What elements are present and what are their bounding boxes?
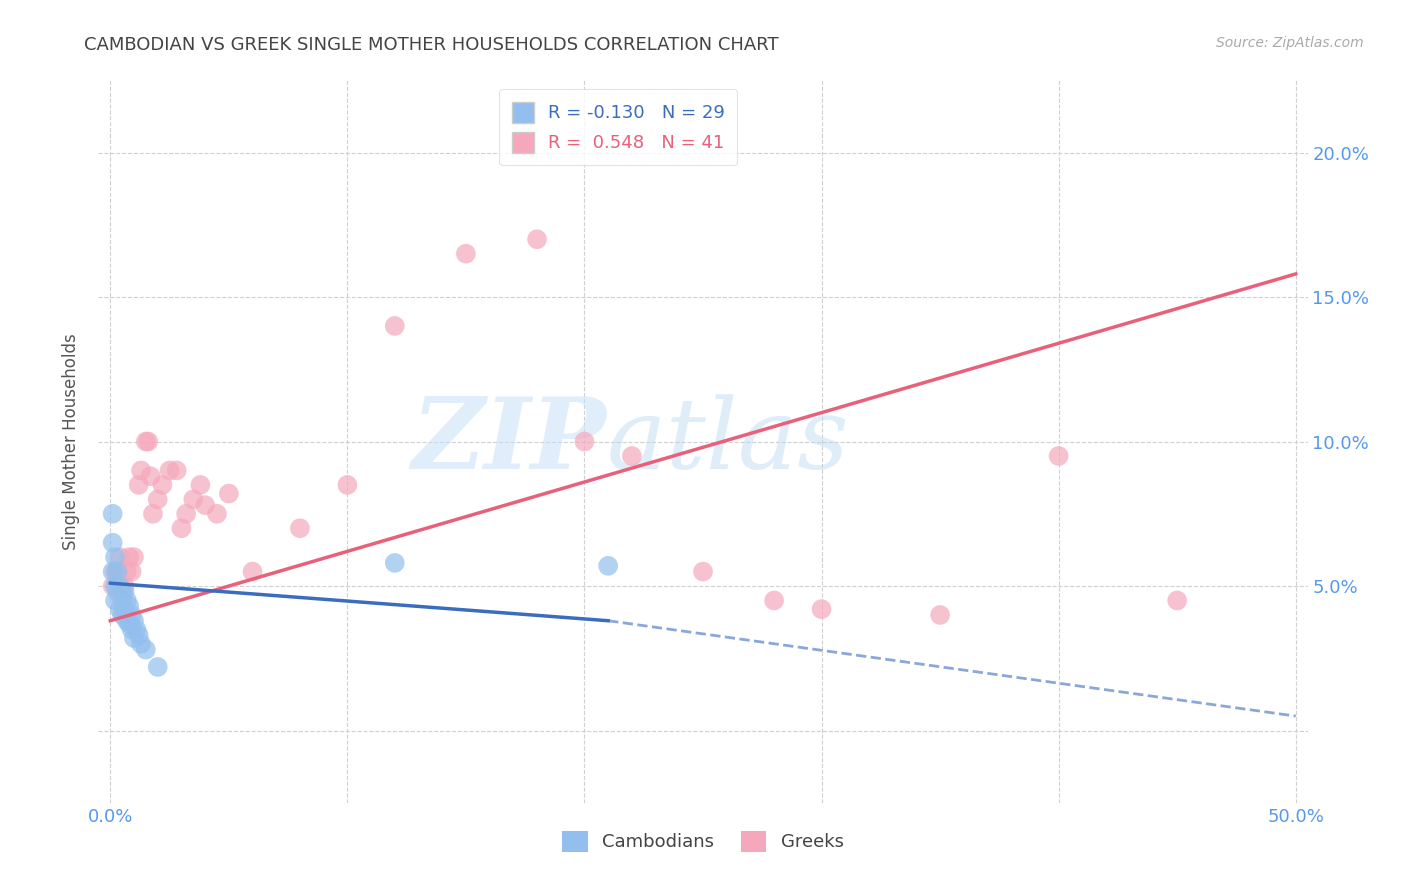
- Point: [128, 478, 150, 492]
- Point: [159, 463, 181, 477]
- Point: [118, 616, 141, 631]
- Point: [336, 478, 359, 492]
- Point: [1047, 449, 1070, 463]
- Point: [104, 565, 127, 579]
- Point: [122, 631, 145, 645]
- Point: [139, 469, 162, 483]
- Text: ZIP: ZIP: [412, 393, 606, 490]
- Point: [288, 521, 311, 535]
- Point: [108, 579, 131, 593]
- Point: [384, 556, 406, 570]
- Point: [170, 521, 193, 535]
- Text: CAMBODIAN VS GREEK SINGLE MOTHER HOUSEHOLDS CORRELATION CHART: CAMBODIAN VS GREEK SINGLE MOTHER HOUSEHO…: [84, 36, 779, 54]
- Point: [104, 579, 127, 593]
- Point: [115, 565, 138, 579]
- Point: [115, 593, 138, 607]
- Point: [105, 584, 128, 599]
- Point: [194, 498, 217, 512]
- Point: [101, 565, 124, 579]
- Text: atlas: atlas: [606, 394, 849, 489]
- Point: [218, 486, 240, 500]
- Text: Source: ZipAtlas.com: Source: ZipAtlas.com: [1216, 36, 1364, 50]
- Point: [526, 232, 548, 246]
- Point: [146, 492, 169, 507]
- Point: [105, 565, 128, 579]
- Point: [118, 599, 141, 614]
- Point: [101, 579, 124, 593]
- Point: [142, 507, 165, 521]
- Point: [763, 593, 786, 607]
- Point: [135, 642, 157, 657]
- Point: [101, 535, 124, 549]
- Point: [242, 565, 264, 579]
- Point: [692, 565, 714, 579]
- Point: [174, 507, 197, 521]
- Point: [128, 628, 150, 642]
- Point: [114, 579, 136, 593]
- Point: [121, 623, 143, 637]
- Y-axis label: Single Mother Households: Single Mother Households: [62, 334, 80, 549]
- Point: [384, 318, 406, 333]
- Legend: Cambodians, Greeks: Cambodians, Greeks: [555, 823, 851, 859]
- Point: [152, 478, 174, 492]
- Point: [129, 637, 152, 651]
- Point: [146, 660, 169, 674]
- Point: [114, 602, 136, 616]
- Point: [121, 607, 143, 622]
- Point: [929, 607, 952, 622]
- Point: [114, 584, 136, 599]
- Point: [129, 463, 152, 477]
- Point: [166, 463, 188, 477]
- Point: [104, 550, 127, 565]
- Point: [104, 593, 127, 607]
- Point: [205, 507, 228, 521]
- Point: [620, 449, 643, 463]
- Point: [121, 565, 143, 579]
- Point: [101, 507, 124, 521]
- Point: [111, 607, 134, 622]
- Point: [1166, 593, 1188, 607]
- Point: [574, 434, 596, 449]
- Point: [181, 492, 204, 507]
- Point: [190, 478, 212, 492]
- Point: [454, 246, 477, 260]
- Point: [122, 550, 145, 565]
- Point: [111, 584, 134, 599]
- Point: [598, 558, 620, 573]
- Point: [108, 602, 131, 616]
- Point: [122, 614, 145, 628]
- Point: [136, 434, 159, 449]
- Point: [135, 434, 157, 449]
- Point: [105, 565, 128, 579]
- Point: [111, 593, 134, 607]
- Point: [115, 614, 138, 628]
- Point: [108, 550, 131, 565]
- Point: [125, 623, 148, 637]
- Point: [810, 602, 832, 616]
- Point: [118, 550, 141, 565]
